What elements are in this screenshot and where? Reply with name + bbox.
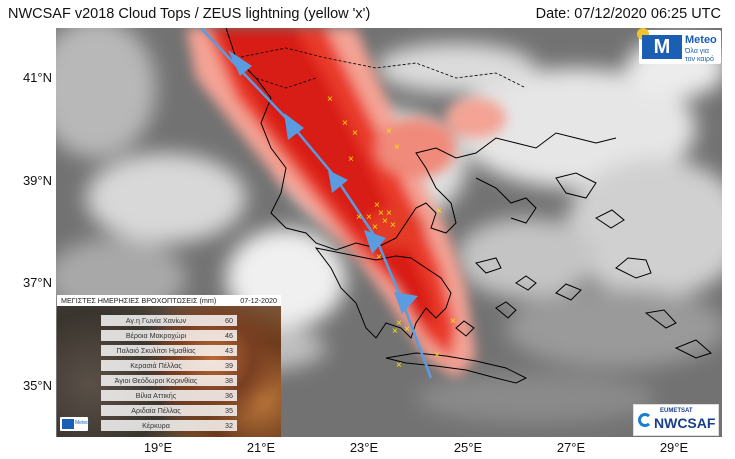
lightning-x: × — [374, 200, 380, 211]
rainfall-table-header: ΜΕΓΙΣΤΕΣ ΗΜΕΡΗΣΙΕΣ ΒΡΟΧΟΠΤΩΣΕΙΣ (mm) 07-… — [57, 295, 281, 306]
lightning-x: × — [386, 208, 392, 219]
rainfall-row: Άγιοι Θεόδωροι Κορινθίας 38 — [101, 375, 237, 386]
lightning-x: × — [436, 206, 442, 217]
lon-label-21: 21°E — [246, 440, 276, 455]
rainfall-table-date: 07-12-2020 — [240, 296, 277, 305]
front-triangle-3 — [328, 170, 348, 193]
nwcsaf-logo-name: NWCSAF — [654, 415, 716, 431]
nwcsaf-logo-org: EUMETSAT — [660, 408, 693, 414]
rainfall-value: 38 — [225, 376, 233, 385]
rainfall-meteo-logo: Meteo — [60, 417, 89, 431]
front-triangle-5 — [394, 292, 418, 314]
map-canvas: × × × × × × × × × × × × × × × × × × × × … — [56, 28, 722, 437]
lightning-x: × — [342, 118, 348, 129]
lightning-x: × — [376, 252, 382, 263]
nwcsaf-logo: EUMETSAT NWCSAF — [633, 404, 719, 436]
lightning-x: × — [394, 142, 400, 153]
rainfall-value: 36 — [225, 391, 233, 400]
rainfall-row: Βέροια Μακροχώρι 46 — [101, 330, 237, 341]
satellite-map: × × × × × × × × × × × × × × × × × × × × … — [56, 28, 722, 437]
rainfall-table-title: ΜΕΓΙΣΤΕΣ ΗΜΕΡΗΣΙΕΣ ΒΡΟΧΟΠΤΩΣΕΙΣ (mm) — [61, 296, 217, 305]
country-borders — [235, 47, 527, 89]
rainfall-station: Παλαιό Σκυλίτσι Ημαθίας — [116, 346, 196, 355]
rainfall-value: 32 — [225, 421, 233, 430]
lon-label-27: 27°E — [556, 440, 586, 455]
rainfall-value: 60 — [225, 316, 233, 325]
meteo-m-icon: M — [642, 35, 682, 59]
lat-label-37: 37°N — [22, 275, 52, 290]
lightning-x: × — [352, 128, 358, 139]
rainfall-value: 43 — [225, 346, 233, 355]
lightning-x: × — [392, 326, 398, 337]
rainfall-row: Κέρκυρα 32 — [101, 420, 237, 431]
lightning-x: × — [404, 324, 410, 335]
lon-label-29: 29°E — [659, 440, 689, 455]
rainfall-meteo-logo-name: Meteo — [75, 420, 89, 426]
meteo-m-icon — [62, 419, 74, 429]
rainfall-row: Κερασιά Πέλλας 39 — [101, 360, 237, 371]
front-triangle-4 — [364, 230, 386, 254]
front-triangle-1 — [228, 50, 252, 76]
rainfall-table-panel: ΜΕΓΙΣΤΕΣ ΗΜΕΡΗΣΙΕΣ ΒΡΟΧΟΠΤΩΣΕΙΣ (mm) 07-… — [57, 295, 281, 437]
meteo-logo-name: Meteo — [685, 34, 717, 46]
rainfall-row: Αγ.η Γωνία Χανίων 60 — [101, 315, 237, 326]
meteo-logo: M Meteo Όλα για τον καιρό — [637, 28, 721, 64]
lightning-x: × — [450, 316, 456, 327]
front-line — [199, 28, 433, 379]
lightning-markers: × × × × × × × × × × × × × × × × × × × × … — [327, 94, 456, 371]
meteo-logo-tagline: Όλα για τον καιρό — [685, 48, 714, 63]
lon-label-25: 25°E — [453, 440, 483, 455]
rainfall-value: 35 — [225, 406, 233, 415]
lat-label-35: 35°N — [22, 378, 52, 393]
front-triangle-2 — [284, 113, 304, 140]
coastlines — [225, 28, 712, 384]
rainfall-station: Βίλια Αττικής — [135, 391, 177, 400]
lat-label-39: 39°N — [22, 173, 52, 188]
lightning-x: × — [396, 360, 402, 371]
rainfall-value: 39 — [225, 361, 233, 370]
lightning-x: × — [366, 212, 372, 223]
lightning-x: × — [372, 222, 378, 233]
rainfall-station: Βέροια Μακροχώρι — [125, 331, 187, 340]
rainfall-station: Κερασιά Πέλλας — [130, 361, 182, 370]
lon-label-19: 19°E — [143, 440, 173, 455]
rainfall-station: Κέρκυρα — [142, 421, 170, 430]
header-bar: NWCSAF v2018 Cloud Tops / ZEUS lightning… — [0, 0, 735, 28]
lightning-x: × — [434, 350, 440, 361]
lightning-x: × — [390, 220, 396, 231]
lightning-x: × — [356, 212, 362, 223]
lightning-x: × — [396, 318, 402, 329]
lat-label-41: 41°N — [22, 70, 52, 85]
rainfall-row: Παλαιό Σκυλίτσι Ημαθίας 43 — [101, 345, 237, 356]
map-date: Date: 07/12/2020 06:25 UTC — [535, 6, 721, 22]
nwcsaf-swirl-icon — [638, 413, 652, 427]
rainfall-station: Αγ.η Γωνία Χανίων — [125, 316, 187, 325]
rainfall-station: Αριδαία Πέλλας — [131, 406, 181, 415]
rainfall-value: 46 — [225, 331, 233, 340]
lightning-x: × — [386, 126, 392, 137]
lightning-x: × — [378, 208, 384, 219]
rainfall-row: Βίλια Αττικής 36 — [101, 390, 237, 401]
lon-label-23: 23°E — [349, 440, 379, 455]
rainfall-row: Αριδαία Πέλλας 35 — [101, 405, 237, 416]
lightning-x: × — [382, 216, 388, 227]
rainfall-station: Άγιοι Θεόδωροι Κορινθίας — [114, 376, 198, 385]
lightning-x: × — [348, 154, 354, 165]
lightning-x: × — [327, 94, 333, 105]
map-title: NWCSAF v2018 Cloud Tops / ZEUS lightning… — [8, 6, 371, 22]
